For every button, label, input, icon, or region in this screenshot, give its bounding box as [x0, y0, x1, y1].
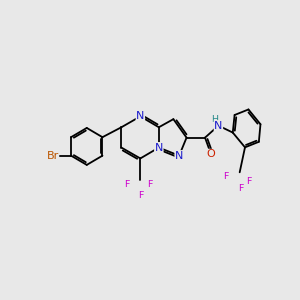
Text: F: F	[147, 181, 152, 190]
Text: F: F	[138, 191, 143, 200]
Text: N: N	[175, 151, 183, 161]
Text: H: H	[211, 115, 218, 124]
Text: F: F	[246, 177, 252, 186]
Text: O: O	[207, 149, 215, 159]
Text: Br: Br	[46, 151, 59, 161]
Text: N: N	[154, 142, 163, 153]
Text: N: N	[136, 111, 145, 122]
Text: N: N	[214, 121, 223, 130]
Text: F: F	[124, 181, 130, 190]
Text: F: F	[238, 184, 243, 194]
Text: F: F	[223, 172, 228, 182]
